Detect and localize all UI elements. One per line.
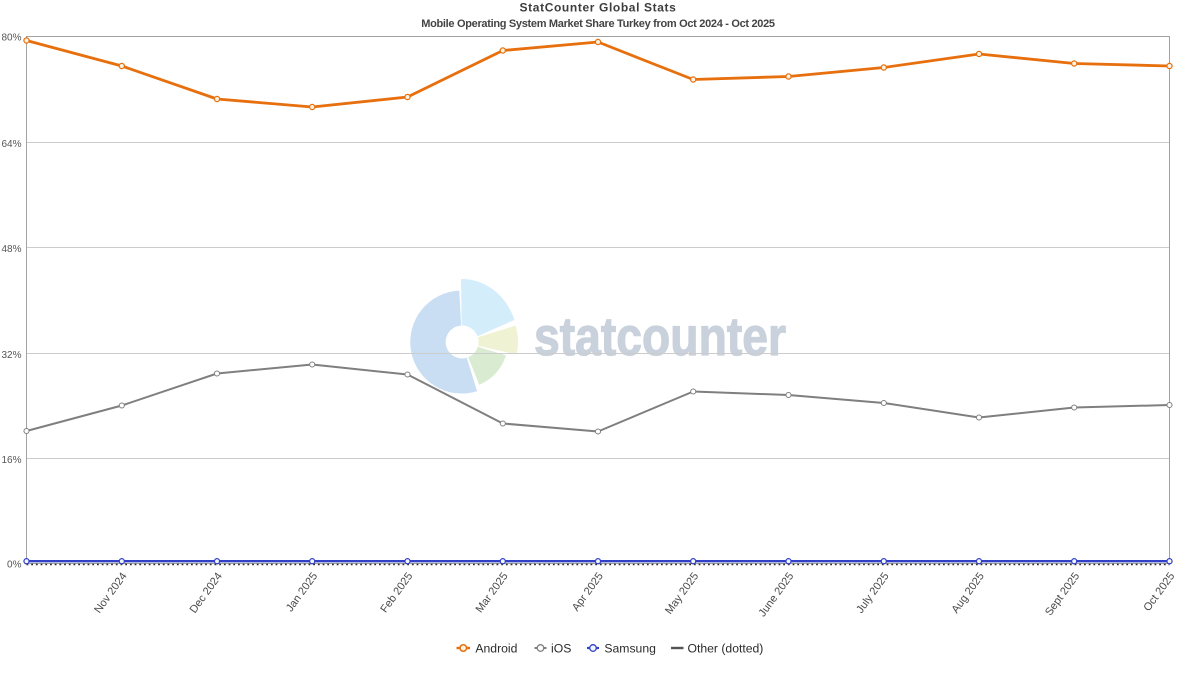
svg-text:64%: 64%: [1, 139, 21, 150]
svg-text:iOS: iOS: [551, 642, 571, 656]
svg-text:16%: 16%: [1, 455, 21, 466]
svg-text:Android: Android: [475, 642, 517, 656]
svg-text:0%: 0%: [7, 559, 22, 570]
svg-text:80%: 80%: [1, 32, 21, 43]
svg-text:32%: 32%: [1, 350, 21, 361]
svg-text:48%: 48%: [1, 244, 21, 255]
svg-text:Mobile Operating System Market: Mobile Operating System Market Share Tur…: [421, 18, 775, 30]
svg-text:StatCounter Global Stats: StatCounter Global Stats: [520, 1, 677, 15]
svg-text:statcounter: statcounter: [534, 307, 786, 367]
svg-text:Other (dotted): Other (dotted): [688, 642, 764, 656]
svg-text:Samsung: Samsung: [604, 642, 656, 656]
